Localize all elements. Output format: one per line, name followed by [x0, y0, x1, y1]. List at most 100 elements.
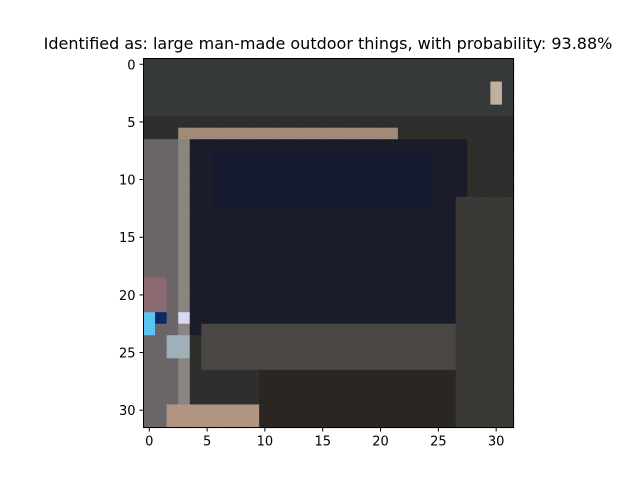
heatmap-cell: [316, 312, 330, 325]
heatmap-cell: [421, 81, 434, 94]
heatmap-cell: [374, 139, 387, 152]
heatmap-cell: [270, 162, 283, 175]
heatmap-cell: [363, 254, 376, 267]
heatmap-cell: [270, 116, 283, 129]
heatmap-cell: [351, 93, 364, 106]
heatmap-cell: [143, 277, 156, 290]
heatmap-cell: [328, 196, 341, 210]
heatmap-cell: [432, 185, 445, 198]
heatmap-cell: [305, 243, 318, 256]
heatmap-cell: [189, 300, 202, 313]
heatmap-cell: [363, 93, 376, 106]
heatmap-cell: [282, 300, 295, 313]
heatmap-cell: [166, 404, 179, 417]
heatmap-cell: [340, 266, 353, 279]
heatmap-cell: [340, 277, 353, 290]
heatmap-cell: [189, 335, 202, 348]
heatmap-cell: [212, 254, 226, 267]
heatmap-cell: [409, 346, 422, 359]
heatmap-cell: [363, 208, 376, 221]
heatmap-cell: [259, 104, 272, 117]
heatmap-cell: [328, 173, 341, 186]
heatmap-cell: [490, 208, 503, 221]
heatmap-cell: [374, 231, 387, 244]
heatmap-cell: [178, 346, 191, 359]
heatmap-cell: [374, 254, 387, 267]
heatmap-cell: [444, 289, 457, 302]
heatmap-cell: [178, 335, 191, 348]
heatmap-cell: [374, 392, 387, 406]
heatmap-cell: [455, 70, 468, 83]
heatmap-cell: [409, 312, 422, 325]
heatmap-cell: [386, 254, 399, 267]
heatmap-cell: [478, 358, 491, 371]
heatmap-cell: [467, 196, 480, 210]
heatmap-cell: [501, 58, 515, 71]
heatmap-cell: [201, 323, 214, 336]
heatmap-cell: [155, 196, 168, 210]
heatmap-cell: [351, 358, 364, 371]
heatmap-cell: [432, 173, 445, 186]
heatmap-cell: [259, 358, 272, 371]
heatmap-cell: [282, 58, 295, 71]
heatmap-cell: [143, 196, 156, 210]
heatmap-cell: [201, 70, 214, 83]
heatmap-cell: [340, 231, 353, 244]
x-tick-label: 20: [372, 435, 389, 450]
heatmap-cell: [478, 404, 491, 417]
heatmap-cell: [201, 93, 214, 106]
heatmap-cell: [340, 81, 353, 94]
heatmap-cell: [293, 415, 306, 429]
heatmap-cell: [247, 358, 260, 371]
heatmap-cell: [305, 346, 318, 359]
heatmap-cell: [490, 150, 503, 163]
heatmap-cell: [201, 150, 214, 163]
heatmap-cell: [293, 81, 306, 94]
heatmap-cell: [293, 116, 306, 129]
heatmap-cell: [374, 404, 387, 417]
heatmap-cell: [386, 243, 399, 256]
x-tick-label: 10: [257, 435, 274, 450]
heatmap-cell: [270, 346, 283, 359]
heatmap-cell: [270, 266, 283, 279]
heatmap-cell: [282, 266, 295, 279]
heatmap-cell: [351, 150, 364, 163]
heatmap-cell: [316, 266, 330, 279]
heatmap-cell: [328, 127, 341, 140]
heatmap-cell: [432, 335, 445, 348]
heatmap-cell: [143, 58, 156, 71]
heatmap-cell: [432, 104, 445, 117]
heatmap-cell: [432, 243, 445, 256]
heatmap-cell: [293, 93, 306, 106]
heatmap-cell: [143, 300, 156, 313]
heatmap-cell: [155, 93, 168, 106]
heatmap-cell: [490, 358, 503, 371]
heatmap-cell: [397, 404, 411, 417]
heatmap-cell: [224, 346, 237, 359]
heatmap-cell: [143, 415, 156, 429]
heatmap-cell: [478, 81, 491, 94]
heatmap-cell: [432, 415, 445, 429]
x-tick-label: 25: [430, 435, 447, 450]
heatmap-cell: [467, 231, 480, 244]
heatmap-cell: [201, 208, 214, 221]
heatmap-cell: [478, 173, 491, 186]
heatmap-cell: [409, 116, 422, 129]
heatmap-cell: [143, 358, 156, 371]
heatmap-cell: [201, 392, 214, 406]
heatmap-cell: [143, 231, 156, 244]
heatmap-cell: [143, 254, 156, 267]
heatmap-cell: [490, 70, 503, 83]
heatmap-cell: [374, 127, 387, 140]
heatmap-cell: [259, 150, 272, 163]
heatmap-cell: [478, 266, 491, 279]
heatmap-cell: [455, 139, 468, 152]
heatmap-cell: [397, 58, 411, 71]
heatmap-cell: [386, 346, 399, 359]
heatmap-cell: [259, 346, 272, 359]
heatmap-cell: [212, 219, 226, 233]
heatmap-cell: [478, 219, 491, 233]
heatmap-cell: [305, 116, 318, 129]
y-tick-label: 15: [119, 231, 136, 246]
